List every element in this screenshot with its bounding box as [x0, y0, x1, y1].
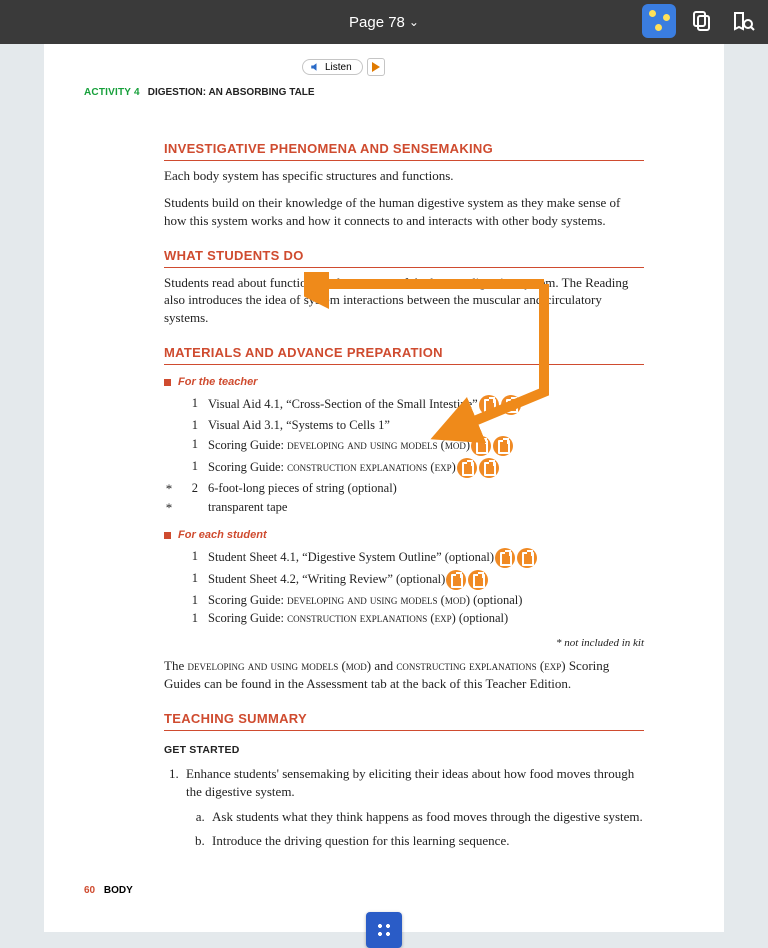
material-item: 1Scoring Guide: developing and using mod…	[164, 591, 644, 610]
teaching-item-1: Enhance students' sensemaking by eliciti…	[182, 763, 644, 857]
investigate-p2: Students build on their knowledge of the…	[164, 194, 644, 229]
top-toolbar: Page 78	[0, 0, 768, 44]
material-item: 1Visual Aid 4.1, “Cross-Section of the S…	[164, 394, 644, 416]
material-item: *26-foot-long pieces of string (optional…	[164, 479, 644, 499]
resource-pill-icon[interactable]	[495, 548, 515, 568]
resource-pill-icon[interactable]	[479, 458, 499, 478]
material-item: 1Scoring Guide: construction explanation…	[164, 457, 644, 479]
activity-number: ACTIVITY 4	[84, 87, 140, 98]
materials-teacher-label: For the teacher	[164, 375, 644, 390]
footer-label: BODY	[104, 885, 133, 896]
whatdo-p1: Students read about functions and struct…	[164, 274, 644, 327]
content-body: INVESTIGATIVE PHENOMENA AND SENSEMAKING …	[164, 140, 644, 857]
investigate-p1: Each body system has specific structures…	[164, 167, 644, 185]
page-selector[interactable]: Page 78	[349, 14, 419, 31]
materials-teacher-list: 1Visual Aid 4.1, “Cross-Section of the S…	[164, 394, 644, 518]
material-item: 1Scoring Guide: developing and using mod…	[164, 435, 644, 457]
resource-pill-icon[interactable]	[479, 395, 499, 415]
grid-view-button[interactable]	[366, 912, 402, 948]
teaching-list: Enhance students' sensemaking by eliciti…	[164, 763, 644, 857]
resource-pill-icon[interactable]	[471, 436, 491, 456]
page-label: Page 78	[349, 14, 405, 31]
subheading-getstarted: GET STARTED	[164, 743, 644, 757]
resource-pill-icon[interactable]	[446, 570, 466, 590]
heading-materials: MATERIALS AND ADVANCE PREPARATION	[164, 344, 644, 365]
resource-pill-icon[interactable]	[457, 458, 477, 478]
materials-para: The developing and using models (mod) an…	[164, 657, 644, 692]
copy-icon[interactable]	[684, 4, 718, 38]
listen-label: Listen	[325, 62, 352, 73]
resource-pill-icon[interactable]	[501, 395, 521, 415]
activity-title: DIGESTION: AN ABSORBING TALE	[148, 87, 315, 98]
activity-header: ACTIVITY 4 DIGESTION: AN ABSORBING TALE	[84, 82, 684, 100]
teaching-item-1b: Introduce the driving question for this …	[208, 830, 644, 854]
heading-investigate: INVESTIGATIVE PHENOMENA AND SENSEMAKING	[164, 140, 644, 161]
book-search-icon[interactable]	[726, 4, 760, 38]
resource-pill-icon[interactable]	[468, 570, 488, 590]
document-page: Listen ACTIVITY 4 DIGESTION: AN ABSORBIN…	[44, 44, 724, 932]
material-item: 1Student Sheet 4.1, “Digestive System Ou…	[164, 547, 644, 569]
material-item: 1Scoring Guide: construction explanation…	[164, 609, 644, 628]
page-container: Listen ACTIVITY 4 DIGESTION: AN ABSORBIN…	[44, 44, 724, 932]
play-button[interactable]	[367, 58, 385, 76]
heading-teaching: TEACHING SUMMARY	[164, 710, 644, 731]
kit-note: * not included in kit	[164, 636, 644, 651]
page-footer: 60 BODY	[84, 885, 684, 896]
resource-pill-icon[interactable]	[517, 548, 537, 568]
listen-button[interactable]: Listen	[302, 59, 363, 75]
toolbar-icons	[642, 4, 760, 38]
teaching-item-1a: Ask students what they think happens as …	[208, 806, 644, 830]
footer-page-number: 60	[84, 885, 95, 896]
heading-whatdo: WHAT STUDENTS DO	[164, 247, 644, 268]
resource-pill-icon[interactable]	[493, 436, 513, 456]
material-item: *transparent tape	[164, 498, 644, 518]
share-icon[interactable]	[642, 4, 676, 38]
materials-student-label: For each student	[164, 528, 644, 543]
materials-student-list: 1Student Sheet 4.1, “Digestive System Ou…	[164, 547, 644, 629]
material-item: 1Visual Aid 3.1, “Systems to Cells 1”	[164, 416, 644, 435]
listen-controls: Listen	[302, 54, 684, 76]
material-item: 1Student Sheet 4.2, “Writing Review” (op…	[164, 569, 644, 591]
